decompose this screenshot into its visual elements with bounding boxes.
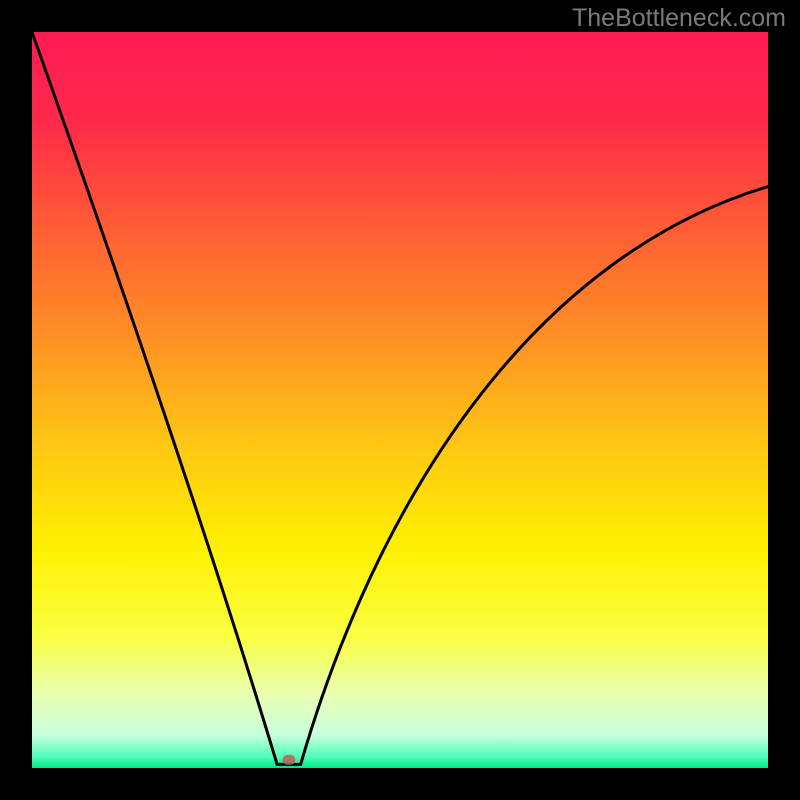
- bottleneck-curve: [32, 32, 768, 764]
- curve-layer: [0, 0, 800, 800]
- notch-marker: [282, 755, 295, 765]
- watermark-text: TheBottleneck.com: [572, 4, 786, 33]
- chart-container: TheBottleneck.com: [0, 0, 800, 800]
